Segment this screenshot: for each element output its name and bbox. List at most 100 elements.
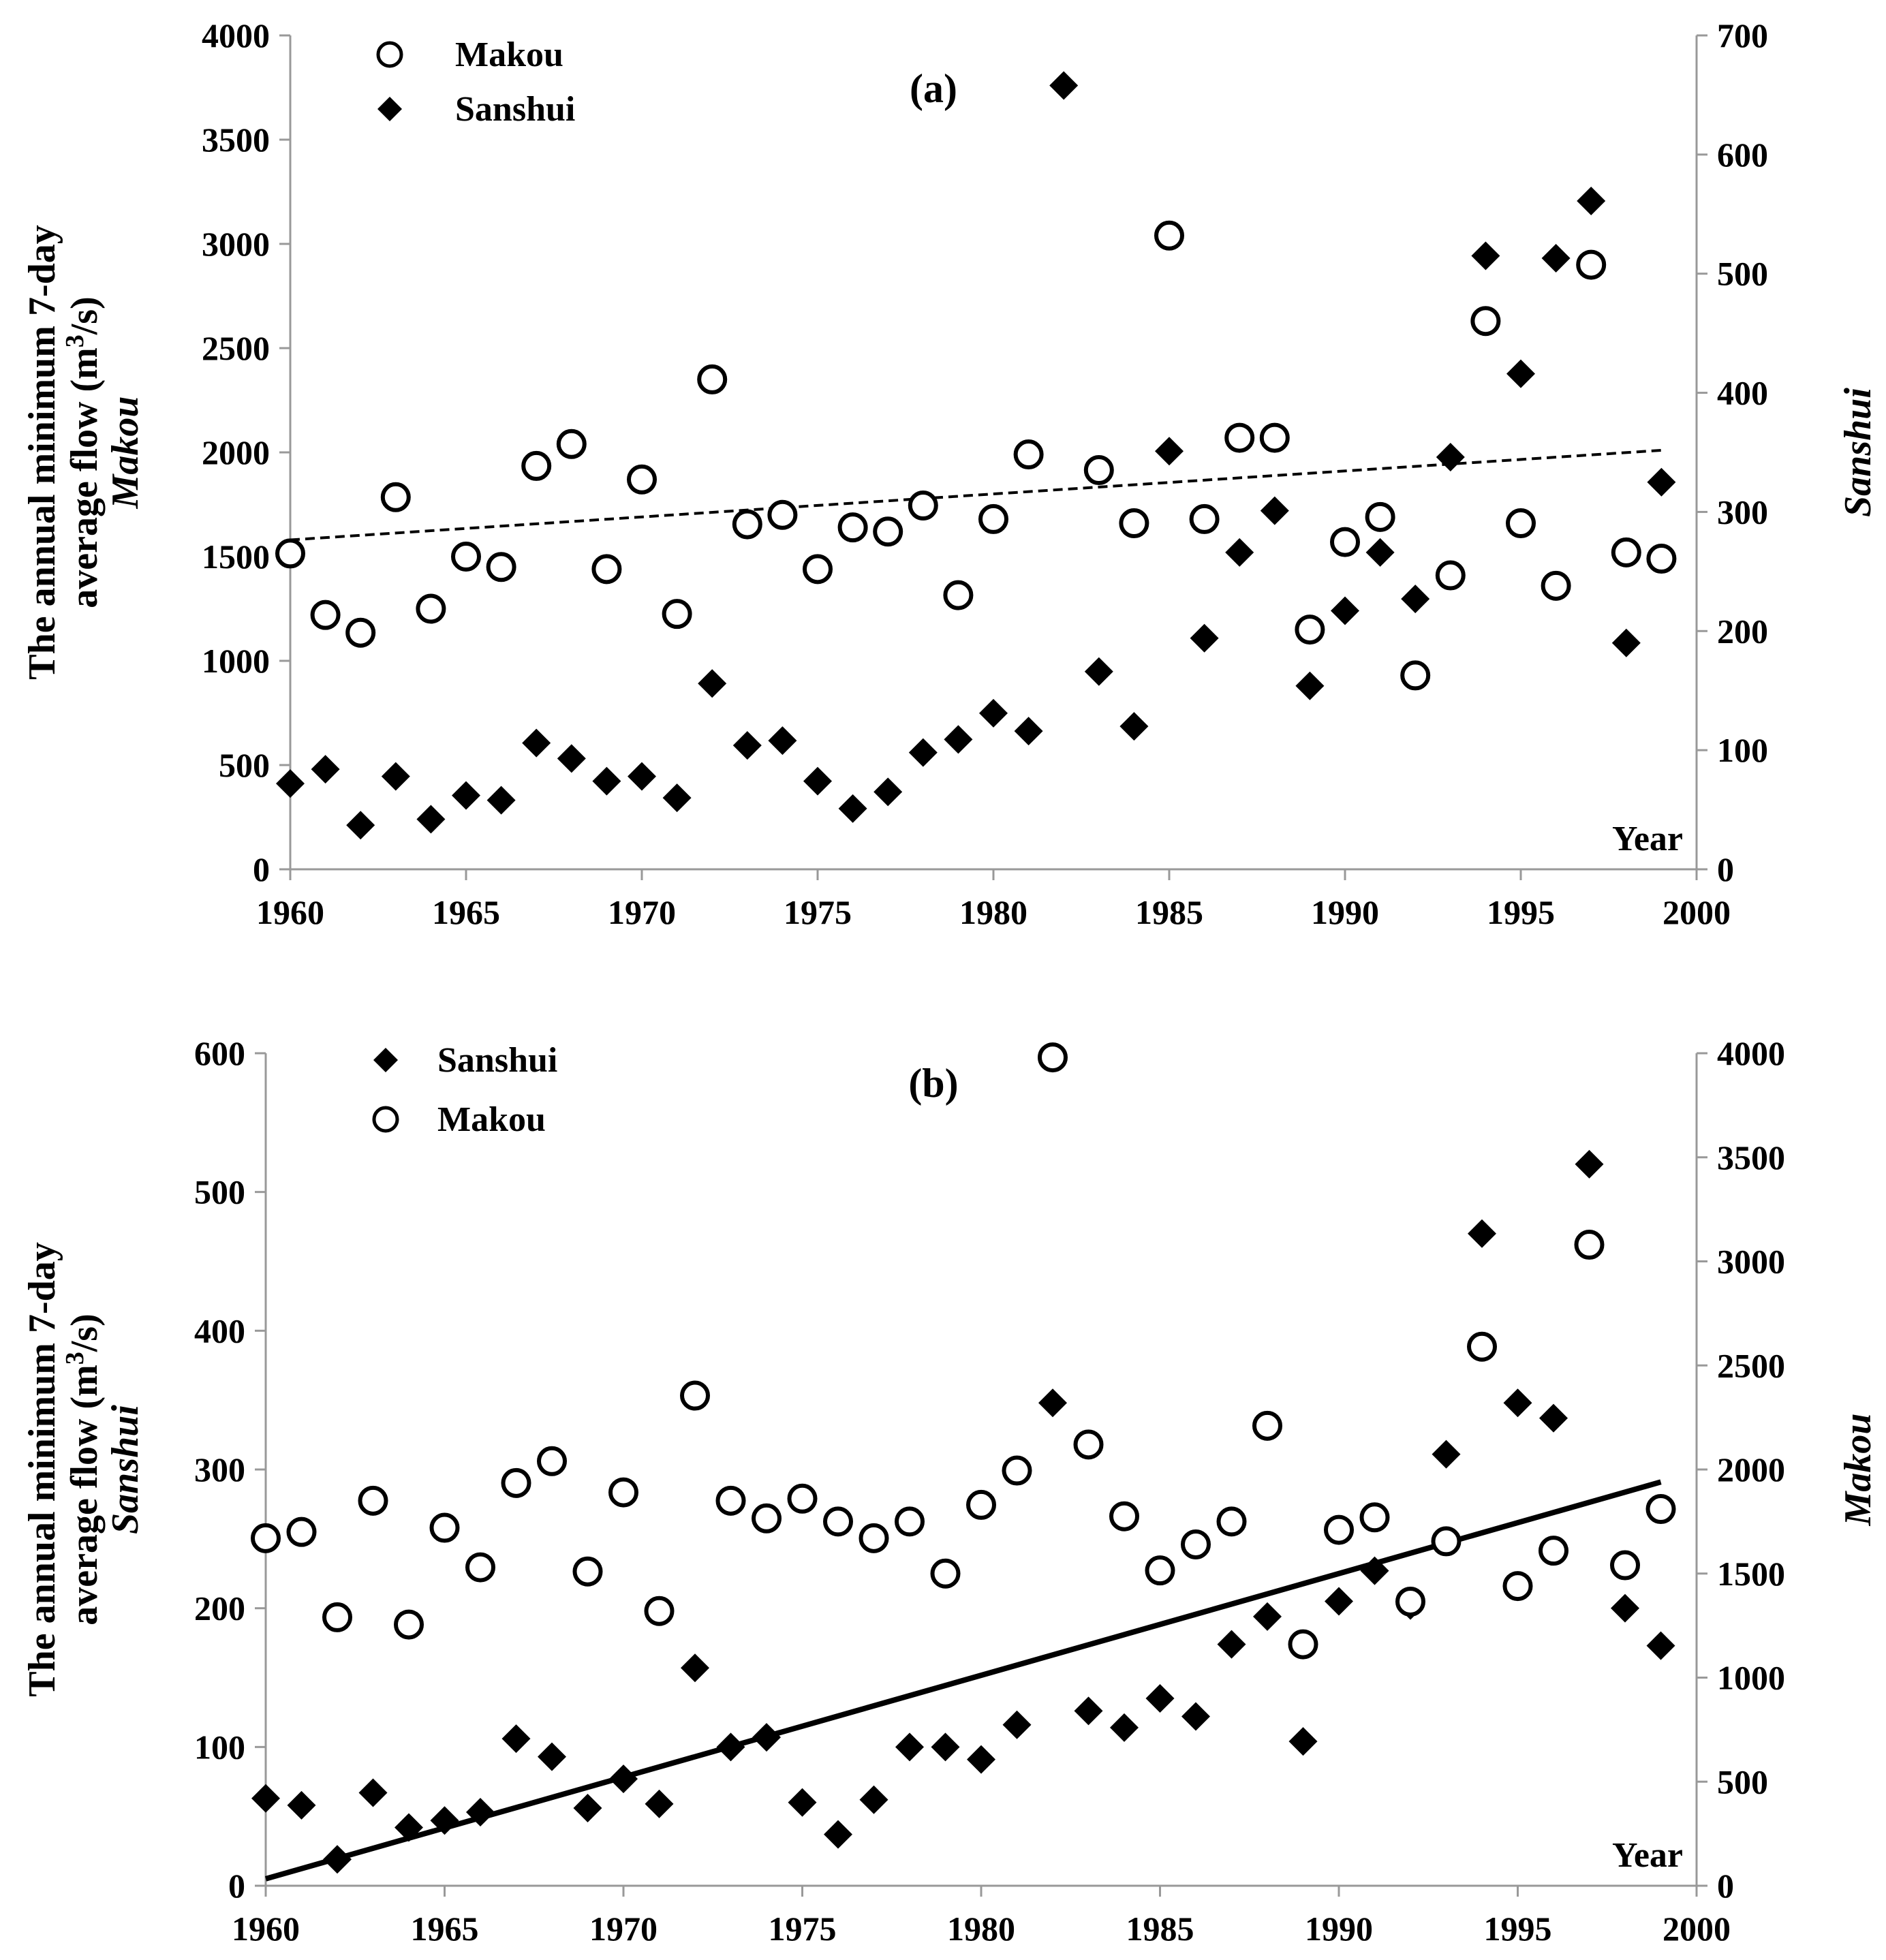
makou-point <box>451 542 481 572</box>
makou-point <box>767 499 798 530</box>
makou-point <box>1259 422 1290 453</box>
makou-point <box>1083 455 1114 486</box>
y-title-unit-suffix: /s) <box>63 1313 106 1352</box>
y-title-station: Makou <box>104 396 146 510</box>
y-title-unit-prefix: average flow (m <box>63 347 106 608</box>
right-y-title-station: Makou <box>1837 1414 1879 1527</box>
makou-point <box>394 1609 424 1640</box>
sanshui-point <box>609 1764 638 1794</box>
sanshui-point <box>1288 1727 1318 1756</box>
makou-point <box>1119 508 1149 539</box>
right-y-tick-label: 100 <box>1717 731 1768 769</box>
makou-point <box>537 1446 567 1476</box>
sanshui-point <box>931 1732 960 1762</box>
makou-point <box>251 1523 281 1553</box>
makou-point <box>1145 1555 1175 1586</box>
sanshui-point <box>1002 1710 1032 1739</box>
makou-point <box>358 1485 388 1516</box>
right-y-tick-label: 500 <box>1717 255 1768 293</box>
sanshui-point <box>538 1742 566 1771</box>
sanshui-point <box>838 794 867 823</box>
y-title-line-1: The annual minimum 7-day <box>21 1242 63 1697</box>
makou-point <box>787 1483 818 1514</box>
y-title-unit-superscript: 3 <box>61 335 89 347</box>
sanshui-point <box>1190 623 1219 653</box>
left-y-tick-label: 3500 <box>202 121 270 159</box>
makou-point <box>1189 503 1220 534</box>
sanshui-point <box>698 669 727 698</box>
sanshui-point <box>1611 1593 1639 1623</box>
makou-point <box>1181 1529 1211 1559</box>
sanshui-point <box>1049 71 1079 100</box>
sanshui-point <box>1401 585 1430 614</box>
series-sanshui <box>251 1149 1675 1874</box>
x-tick-label: 1975 <box>784 893 852 931</box>
sanshui-point <box>1471 241 1500 270</box>
makou-point <box>1539 1536 1568 1566</box>
trendline-makou <box>290 448 1662 542</box>
left-y-axis-title: The annual minimum 7-day average flow (m3… <box>21 1242 146 1697</box>
left-y-tick-label: 600 <box>194 1034 245 1072</box>
sanshui-point <box>501 1724 531 1754</box>
sanshui-point <box>1014 717 1043 746</box>
makou-point <box>310 600 341 630</box>
left-y-axis-title: The annual minimum 7-day average flow (m3… <box>21 225 146 680</box>
x-tick-label: 1970 <box>608 893 676 931</box>
makou-point <box>1502 1571 1533 1602</box>
sanshui-point <box>1253 1602 1282 1631</box>
x-tick-label: 2000 <box>1663 893 1731 931</box>
makou-point <box>1645 1494 1676 1525</box>
sanshui-point <box>1074 1696 1103 1726</box>
x-axis-label: Year <box>1612 820 1683 858</box>
makou-point <box>1506 508 1536 539</box>
right-y-axis-title: Sanshui <box>1837 388 1879 517</box>
makou-point <box>1470 306 1501 337</box>
sanshui-point <box>1038 1388 1067 1418</box>
right-y-tick-label: 700 <box>1717 16 1768 55</box>
left-y-tick-label: 0 <box>228 1867 245 1905</box>
makou-point <box>1611 537 1641 567</box>
sanshui-point <box>592 766 621 796</box>
makou-point <box>486 552 516 582</box>
sanshui-point <box>1541 243 1571 273</box>
y-title-unit-suffix: /s) <box>63 296 106 335</box>
sanshui-point <box>323 1845 352 1874</box>
sanshui-point <box>628 762 656 791</box>
sanshui-point <box>1217 1630 1246 1659</box>
right-y-tick-label: 2000 <box>1717 1450 1785 1489</box>
sanshui-point <box>486 785 516 815</box>
makou-point <box>930 1558 961 1589</box>
makou-point <box>1224 422 1255 453</box>
x-tick-label: 1980 <box>947 1910 1015 1948</box>
sanshui-point <box>788 1788 817 1817</box>
legend-label-makou: Makou <box>455 35 563 74</box>
x-tick-label: 1985 <box>1126 1910 1194 1948</box>
right-y-axis-title: Makou <box>1837 1414 1879 1527</box>
makou-point <box>1359 1502 1390 1533</box>
sanshui-point <box>681 1653 709 1683</box>
sanshui-point <box>557 744 586 773</box>
sanshui-point <box>645 1789 674 1818</box>
left-y-tick-label: 0 <box>253 850 270 888</box>
right-y-tick-label: 4000 <box>1717 1034 1785 1072</box>
sanshui-point <box>1436 442 1465 471</box>
makou-point <box>908 491 938 521</box>
left-y-tick-label: 400 <box>194 1311 245 1350</box>
panel-label: (a) <box>910 66 957 111</box>
makou-point <box>501 1467 531 1498</box>
legend-marker-makou <box>372 1106 399 1133</box>
x-tick-label: 1985 <box>1135 893 1203 931</box>
left-y-tick-label: 3000 <box>202 225 270 263</box>
sanshui-point <box>908 738 938 767</box>
sanshui-point <box>1575 1149 1604 1179</box>
makou-point <box>1400 660 1431 691</box>
makou-point <box>662 599 692 629</box>
makou-point <box>1013 439 1044 470</box>
y-title-line-2: average flow (m3/s) <box>61 1313 106 1625</box>
x-tick-label: 1990 <box>1311 893 1379 931</box>
right-y-tick-label: 200 <box>1717 612 1768 650</box>
makou-point <box>1365 501 1395 532</box>
sanshui-point <box>251 1784 280 1813</box>
y-title-station: Sanshui <box>104 1405 146 1534</box>
makou-point <box>1073 1429 1104 1460</box>
